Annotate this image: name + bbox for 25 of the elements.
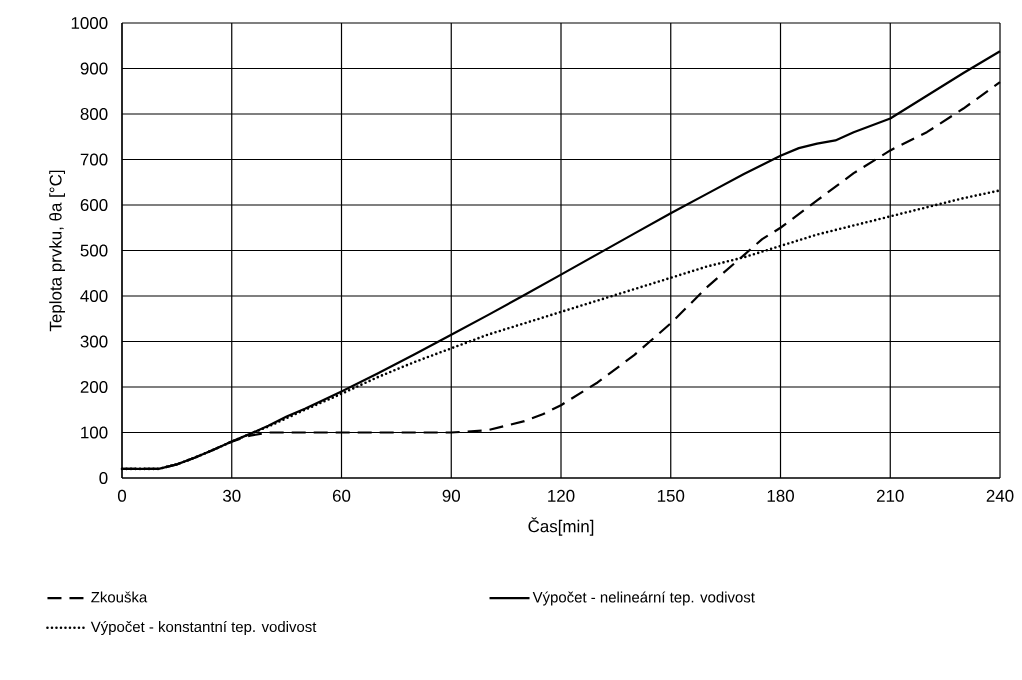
- y-axis-title: Teplota prvku, θa [°C]: [49, 170, 65, 332]
- x-tick-label: 30: [222, 489, 241, 502]
- y-tick-label: 400: [80, 290, 108, 302]
- legend-label: Výpočet - nelineární tep. vodivost: [532, 591, 755, 606]
- y-tick-label: 200: [80, 381, 108, 393]
- y-tick-label: 100: [81, 426, 108, 439]
- y-tick-label: 600: [80, 199, 108, 211]
- y-tick-label: 800: [80, 108, 108, 120]
- x-tick-label: 240: [986, 489, 1014, 502]
- x-axis-title: Čas[min]: [528, 517, 594, 536]
- y-tick-label: 0: [99, 472, 108, 484]
- y-tick-label: 900: [80, 62, 108, 75]
- legend-label: Výpočet - konstantní tep. vodivost: [90, 620, 317, 636]
- x-tick-label: 60: [332, 489, 351, 502]
- x-tick-label: 210: [876, 489, 904, 502]
- x-tick-label: 120: [548, 489, 575, 502]
- y-tick-label: 500: [80, 244, 108, 257]
- x-tick-label: 180: [767, 489, 794, 502]
- x-tick-label: 90: [442, 489, 461, 502]
- x-tick-label: 0: [117, 489, 127, 502]
- y-tick-label: 1000: [71, 16, 108, 29]
- legend-label: Zkouška: [91, 591, 148, 603]
- y-tick-label: 300: [80, 335, 108, 348]
- x-tick-label: 150: [657, 489, 685, 502]
- y-tick-label: 700: [80, 153, 108, 166]
